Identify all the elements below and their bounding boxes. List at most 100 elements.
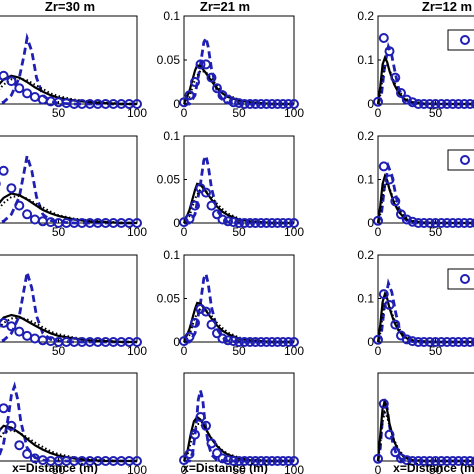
measured-point	[373, 96, 383, 107]
measured-point	[396, 453, 406, 464]
measured-point	[261, 218, 272, 228]
measured-point	[470, 337, 474, 347]
x-tick-label: 50	[52, 344, 66, 358]
measured-point	[228, 97, 239, 108]
measured-point	[14, 440, 25, 451]
measured-point	[223, 455, 233, 466]
measured-point	[201, 306, 211, 317]
measured-point	[239, 337, 250, 347]
y-tick-label: 0	[173, 97, 180, 111]
legend-marker	[460, 274, 470, 284]
measured-point	[179, 97, 189, 108]
measured-point	[447, 99, 458, 109]
measured-point	[419, 337, 429, 347]
measured-point	[436, 337, 447, 347]
measured-point	[267, 337, 277, 347]
x-tick-label: 0	[375, 463, 382, 474]
x-tick-label: 50	[429, 106, 443, 120]
plot-frame	[0, 15, 138, 105]
measured-point	[272, 99, 283, 109]
measured-point	[228, 217, 239, 228]
measured-point	[283, 218, 294, 228]
column-title-3: Zr=12 m	[422, 0, 472, 14]
measured-point	[407, 216, 418, 227]
measured-point	[453, 218, 464, 228]
measured-point	[267, 456, 277, 466]
measured-point	[195, 303, 206, 314]
measured-point	[223, 335, 233, 346]
measured-point	[447, 218, 458, 228]
measured-point	[212, 328, 222, 339]
measured-point	[419, 218, 429, 228]
measured-point	[184, 213, 195, 224]
measured-point	[390, 319, 401, 330]
column-title-2: Zr=21 m	[200, 0, 250, 14]
measured-point	[245, 218, 255, 228]
legend-marker	[460, 35, 470, 45]
x-tick-label: 50	[232, 106, 246, 120]
y-tick-label: 0.2	[357, 248, 374, 262]
measured-point	[378, 161, 389, 172]
measured-point	[283, 456, 294, 466]
x-tick-label: 0	[181, 225, 188, 239]
measured-point	[378, 33, 389, 43]
measured-point	[250, 99, 261, 109]
measured-point	[373, 215, 383, 226]
measured-point	[419, 99, 429, 109]
measured-point	[261, 456, 272, 466]
measured-point	[442, 456, 452, 466]
measured-point	[470, 99, 474, 109]
measured-point	[278, 337, 288, 347]
x-tick-label: 50	[429, 344, 443, 358]
measured-point	[390, 72, 401, 83]
measured-point	[256, 337, 266, 347]
measured-point	[256, 218, 266, 228]
measured-point	[223, 94, 233, 105]
y-tick-label: 0.1	[357, 53, 374, 67]
x-tick-label: 0	[181, 463, 188, 474]
x-tick-label: 50	[52, 106, 66, 120]
x-tick-label: 0	[181, 106, 188, 120]
measured-point	[201, 59, 211, 70]
measured-point	[217, 453, 228, 464]
measured-point	[436, 456, 447, 466]
dotted-series-line	[377, 409, 474, 462]
dashed-series-line	[0, 32, 137, 106]
measured-point	[384, 46, 395, 57]
measured-point	[228, 336, 239, 347]
measured-point	[413, 218, 424, 228]
measured-point	[190, 317, 200, 328]
measured-point	[453, 456, 464, 466]
measured-point	[378, 398, 389, 409]
measured-point	[228, 456, 239, 466]
measured-point	[278, 99, 288, 109]
y-tick-label: 0.05	[157, 53, 181, 67]
measured-point	[201, 187, 211, 198]
measured-point	[195, 412, 206, 422]
measured-point	[424, 456, 435, 466]
measured-point	[373, 453, 383, 464]
measured-point	[401, 214, 412, 225]
measured-point	[278, 218, 288, 228]
y-tick-label: 0	[173, 216, 180, 230]
measured-point	[0, 165, 9, 176]
measured-point	[373, 334, 383, 345]
measured-point	[465, 99, 474, 109]
measured-point	[14, 83, 25, 94]
x-tick-label: 50	[232, 344, 246, 358]
plot-frame	[183, 254, 295, 343]
measured-point	[250, 456, 261, 466]
measured-point	[190, 429, 200, 440]
measured-point	[239, 218, 250, 228]
measured-point	[401, 334, 412, 345]
measured-point	[459, 456, 470, 466]
y-tick-label: 0	[367, 216, 374, 230]
panel-row1-col2: 0 50 100 0 0.05 0.1	[157, 9, 305, 120]
measured-point	[245, 99, 255, 109]
measured-point	[22, 209, 33, 220]
measured-point	[250, 218, 261, 228]
measured-point	[190, 77, 200, 87]
